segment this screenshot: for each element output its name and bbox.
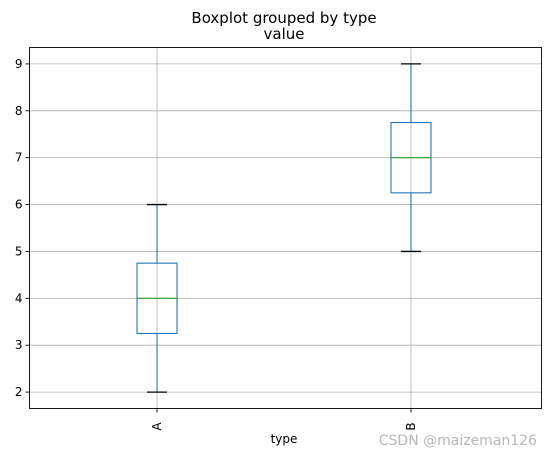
box-layer	[136, 63, 432, 393]
y-tick-label: 4	[15, 291, 23, 305]
x-axis-label: type	[271, 432, 298, 446]
y-tick-label: 2	[15, 385, 23, 399]
chart-suptitle: Boxplot grouped by type	[191, 9, 376, 27]
grid-layer	[29, 47, 542, 409]
chart-title: value	[264, 25, 305, 43]
y-tick-label: 7	[15, 151, 23, 165]
watermark: CSDN @maizeman126	[379, 433, 537, 449]
y-axis-ticks: 2 3 4 5 6 7 8 9	[15, 57, 30, 399]
y-tick-label: 6	[15, 198, 23, 212]
plot-frame	[29, 47, 542, 409]
box-group-A	[136, 203, 178, 393]
x-tick-label: A	[150, 422, 164, 431]
x-tick-label: B	[404, 422, 418, 430]
box-group-B	[390, 63, 432, 253]
y-tick-label: 5	[15, 244, 23, 258]
y-tick-label: 3	[15, 338, 23, 352]
y-tick-label: 8	[15, 104, 23, 118]
y-tick-label: 9	[15, 57, 23, 71]
